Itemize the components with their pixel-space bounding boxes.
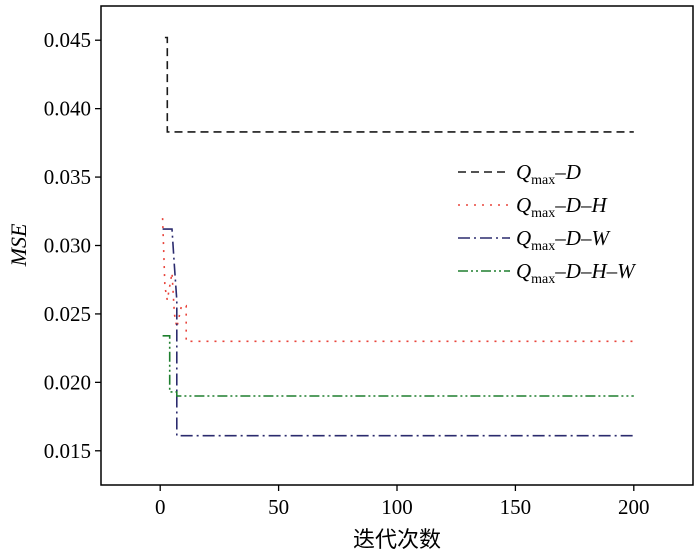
x-axis-title: 迭代次数 [353,527,441,552]
series-line-3 [162,334,634,397]
legend-label-0: Qmax–D [516,160,581,188]
legend-label-sub: max [531,206,555,221]
y-axis-title: MSE [6,223,31,267]
legend-label-rest: –D–H [554,193,608,217]
legend-label-main: Q [516,259,531,283]
x-axis: 0 50 100 150 200 [155,485,650,519]
legend-label-sub: max [531,272,555,287]
legend-label-rest: –D–W [554,226,611,250]
y-tick-label: 0.045 [44,28,91,52]
legend-label-rest: –D [554,160,581,184]
y-tick-label: 0.025 [44,302,91,326]
legend-label-main: Q [516,160,531,184]
legend-label-3: Qmax–D–H–W [516,259,637,287]
y-tick-label: 0.035 [44,165,91,189]
series-line-0 [164,36,634,133]
series-layer [161,36,634,437]
legend-label-1: Qmax–D–H [516,193,608,221]
y-tick-label: 0.020 [44,370,91,394]
series-line-2 [162,228,634,437]
x-tick-label: 200 [618,495,650,519]
y-tick-label: 0.030 [44,234,91,258]
legend-label-sub: max [531,173,555,188]
legend-label-rest: –D–H–W [554,259,637,283]
x-tick-label: 50 [268,495,289,519]
x-tick-label: 100 [381,495,413,519]
legend-label-main: Q [516,226,531,250]
legend-label-2: Qmax–D–W [516,226,611,254]
y-axis: 0.015 0.020 0.025 0.030 0.035 0.040 0.045 [44,28,101,463]
y-tick-label: 0.015 [44,439,91,463]
legend-label-main: Q [516,193,531,217]
x-tick-label: 0 [155,495,166,519]
y-tick-label: 0.040 [44,97,91,121]
x-tick-label: 150 [500,495,532,519]
legend-label-sub: max [531,239,555,254]
